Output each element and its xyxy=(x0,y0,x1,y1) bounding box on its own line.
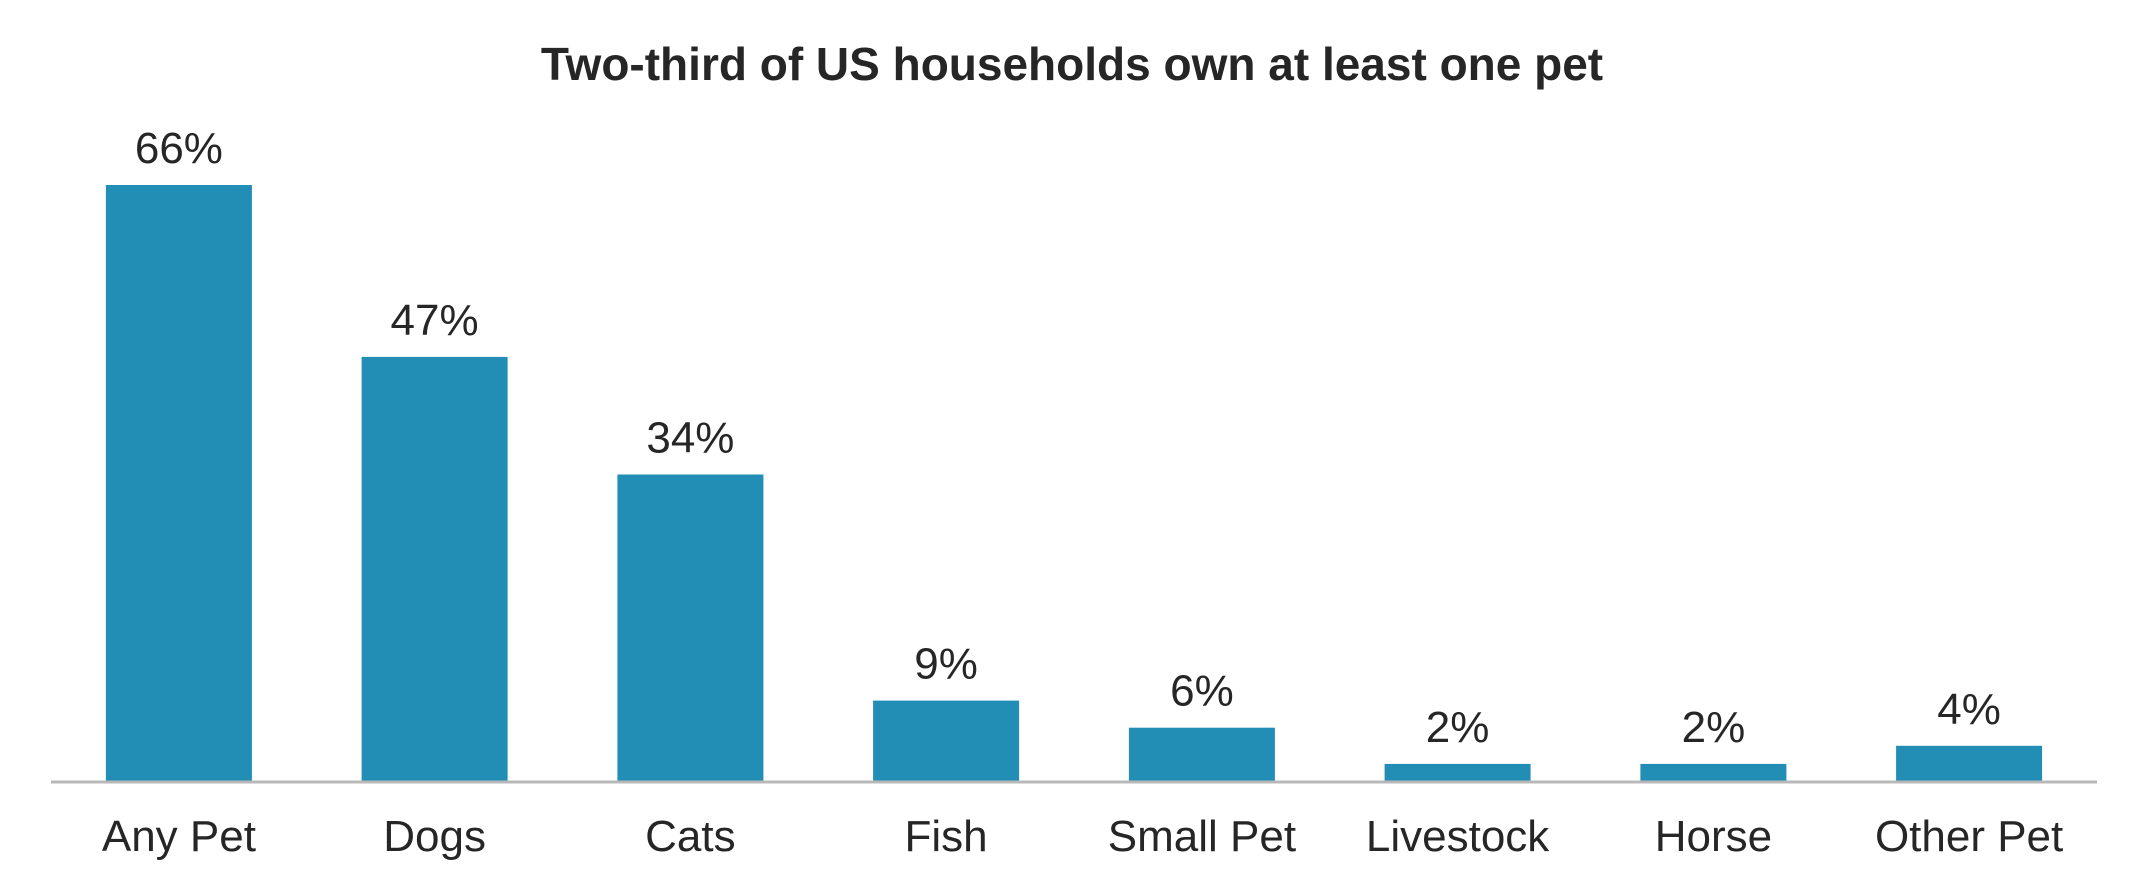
x-tick-label-horse: Horse xyxy=(1655,812,1772,861)
x-tick-label-any-pet: Any Pet xyxy=(102,812,256,861)
data-label-livestock: 2% xyxy=(1426,703,1490,752)
data-label-any-pet: 66% xyxy=(135,124,223,173)
x-tick-label-small-pet: Small Pet xyxy=(1108,812,1296,861)
bar-livestock xyxy=(1384,763,1531,782)
bar-other-pet xyxy=(1896,745,2043,782)
bar-horse xyxy=(1640,763,1787,782)
data-label-dogs: 47% xyxy=(391,296,479,345)
x-tick-label-dogs: Dogs xyxy=(383,812,486,861)
data-label-cats: 34% xyxy=(646,414,734,463)
bar-cats xyxy=(617,474,764,782)
data-labels-layer: 66% 47% 34% 9% 6% 2% 2% 4% xyxy=(135,124,2001,752)
bar-any-pet xyxy=(105,185,252,782)
bar-fish xyxy=(873,700,1020,782)
data-label-fish: 9% xyxy=(914,640,978,689)
bars-layer xyxy=(105,185,2043,782)
bar-dogs xyxy=(361,356,508,782)
x-tick-label-cats: Cats xyxy=(645,812,735,861)
x-tick-labels-layer: Any Pet Dogs Cats Fish Small Pet Livestock Hor… xyxy=(102,812,2063,861)
data-label-other-pet: 4% xyxy=(1937,685,2001,734)
bar-small-pet xyxy=(1128,727,1275,782)
chart-title: Two-third of US households own at least … xyxy=(541,38,1603,90)
data-label-small-pet: 6% xyxy=(1170,667,1234,716)
x-tick-label-livestock: Livestock xyxy=(1366,812,1550,861)
x-tick-label-other-pet: Other Pet xyxy=(1875,812,2063,861)
data-label-horse: 2% xyxy=(1682,703,1746,752)
x-tick-label-fish: Fish xyxy=(905,812,988,861)
